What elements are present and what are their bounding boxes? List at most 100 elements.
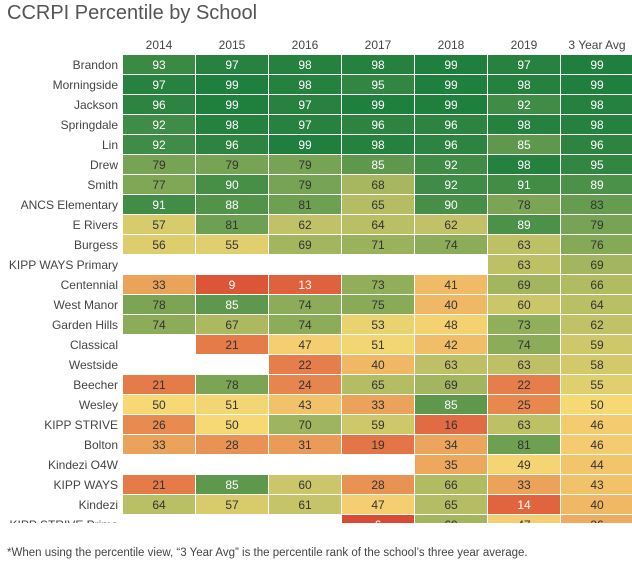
cell-value: 43 — [298, 398, 312, 412]
heatmap-cell — [342, 375, 414, 394]
heatmap-cell — [342, 135, 414, 154]
heatmap-cell — [561, 415, 632, 434]
heatmap-cell — [196, 155, 268, 174]
heatmap-cell — [342, 235, 414, 254]
heatmap-cell — [415, 495, 487, 514]
heatmap-cell — [342, 215, 414, 234]
cell-value: 64 — [152, 498, 166, 512]
cell-value: 31 — [298, 438, 312, 452]
cell-value: 79 — [225, 158, 239, 172]
heatmap-cell — [342, 475, 414, 494]
cell-value: 69 — [590, 258, 604, 272]
heatmap-cell — [269, 475, 341, 494]
column-header: 3 Year Avg — [568, 38, 625, 52]
heatmap-cell — [415, 95, 487, 114]
heatmap-cell — [561, 75, 632, 94]
cell-value: 13 — [298, 278, 312, 292]
heatmap-cell — [561, 355, 632, 374]
row-label: Bolton — [84, 438, 118, 452]
heatmap-cell — [488, 195, 560, 214]
cell-value: 63 — [517, 258, 531, 272]
heatmap-cell — [342, 275, 414, 294]
cell-value: 76 — [590, 238, 604, 252]
heatmap-cell — [269, 135, 341, 154]
heatmap-cell — [415, 415, 487, 434]
cell-value: 41 — [444, 278, 458, 292]
row-label: KIPP WAYS — [54, 478, 118, 492]
cell-value: 21 — [225, 338, 239, 352]
heatmap-cell — [415, 155, 487, 174]
heatmap-cell — [196, 275, 268, 294]
heatmap-cell — [196, 175, 268, 194]
cell-value: 73 — [517, 318, 531, 332]
heatmap-cell — [488, 75, 560, 94]
cell-value: 66 — [590, 278, 604, 292]
heatmap-cell — [342, 395, 414, 414]
cell-value: 57 — [152, 218, 166, 232]
heatmap-cell — [342, 495, 414, 514]
column-header: 2019 — [511, 38, 538, 52]
cell-value: 98 — [517, 78, 531, 92]
heatmap-cell — [561, 275, 632, 294]
row-label: KIPP WAYS Primary — [9, 258, 118, 272]
cell-value: 28 — [371, 478, 385, 492]
cell-value: 85 — [444, 398, 458, 412]
heatmap-cell — [415, 475, 487, 494]
column-header: 2017 — [365, 38, 392, 52]
heatmap-cell — [488, 55, 560, 74]
row-label: ANCS Elementary — [21, 198, 118, 212]
heatmap-cell — [488, 375, 560, 394]
cell-value: 77 — [152, 178, 166, 192]
heatmap-cell — [123, 155, 195, 174]
row-label: Brandon — [73, 58, 118, 72]
cell-value: 71 — [371, 238, 385, 252]
cell-value: 65 — [371, 198, 385, 212]
heatmap-cell — [196, 335, 268, 354]
cell-value: 74 — [444, 238, 458, 252]
cell-value: 49 — [517, 458, 531, 472]
cell-value: 58 — [590, 358, 604, 372]
cell-value: 99 — [590, 78, 604, 92]
cell-value: 85 — [517, 138, 531, 152]
row-label: Smith — [87, 178, 118, 192]
cell-value: 56 — [152, 238, 166, 252]
cell-value: 74 — [152, 318, 166, 332]
heatmap-cell — [342, 335, 414, 354]
heatmap-cell — [342, 175, 414, 194]
cell-value: 90 — [444, 198, 458, 212]
cell-value: 62 — [444, 218, 458, 232]
column-header: 2015 — [219, 38, 246, 52]
row-label: Morningside — [53, 78, 119, 92]
cell-value: 47 — [298, 338, 312, 352]
cell-value: 50 — [152, 398, 166, 412]
cell-value: 99 — [444, 98, 458, 112]
cell-value: 69 — [444, 378, 458, 392]
cell-value: 73 — [371, 278, 385, 292]
cell-value: 81 — [225, 218, 239, 232]
row-label: Beecher — [73, 378, 118, 392]
heatmap-cell — [123, 475, 195, 494]
cell-value: 51 — [225, 398, 239, 412]
heatmap-cell — [123, 175, 195, 194]
heatmap-cell — [269, 175, 341, 194]
cell-value: 28 — [225, 438, 239, 452]
cell-value: 22 — [298, 358, 312, 372]
cell-value: 97 — [298, 118, 312, 132]
cell-value: 74 — [298, 298, 312, 312]
heatmap-cell — [561, 435, 632, 454]
cell-value: 99 — [298, 138, 312, 152]
column-header: 2016 — [292, 38, 319, 52]
heatmap-cell — [269, 235, 341, 254]
row-label: KIPP STRIVE — [44, 418, 118, 432]
cell-value: 63 — [444, 358, 458, 372]
cell-value: 26 — [152, 418, 166, 432]
cell-value: 96 — [444, 118, 458, 132]
cell-value: 68 — [371, 178, 385, 192]
cell-value: 33 — [152, 278, 166, 292]
cell-value: 33 — [517, 478, 531, 492]
heatmap-cell — [561, 495, 632, 514]
heatmap-cell — [269, 315, 341, 334]
cell-value: 92 — [444, 178, 458, 192]
heatmap-cell — [269, 395, 341, 414]
cell-value: 98 — [590, 118, 604, 132]
